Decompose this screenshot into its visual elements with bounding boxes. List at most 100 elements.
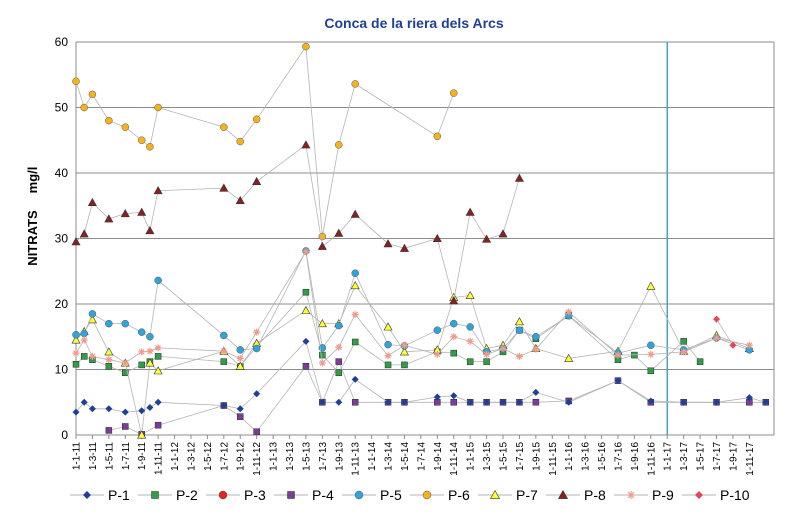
data-point-p-8 <box>449 296 459 305</box>
x-tick-label: 1-3-11 <box>88 442 99 471</box>
data-point-p-6 <box>433 132 442 141</box>
data-point-p-6 <box>252 115 261 124</box>
legend-item-p-5: P-5 <box>342 487 402 503</box>
legend-label: P-1 <box>108 487 130 503</box>
data-point-p-1 <box>236 405 244 413</box>
data-point-p-9 <box>88 352 96 360</box>
data-point-p-7 <box>465 290 475 299</box>
data-point-p-2 <box>335 369 343 377</box>
data-point-p-1 <box>220 402 228 410</box>
data-point-p-9 <box>220 347 228 355</box>
data-point-p-2 <box>450 349 457 357</box>
x-tick-label: 1-5-14 <box>400 442 411 471</box>
data-point-p-5 <box>335 321 343 330</box>
data-point-p-1 <box>680 398 688 406</box>
data-point-p-1 <box>384 398 392 406</box>
x-tick-label: 1-1-11 <box>72 442 83 471</box>
x-tick-label: 1-9-16 <box>630 442 641 471</box>
data-point-p-2 <box>302 288 310 296</box>
data-point-p-5 <box>433 326 442 334</box>
x-tick-label: 1-5-12 <box>203 442 214 471</box>
data-point-p-6 <box>335 141 343 149</box>
y-axis: 0 10 20 30 40 50 60 <box>55 35 69 442</box>
data-point-p-9 <box>400 341 408 349</box>
x-tick-label: 1-9-13 <box>334 442 345 471</box>
data-point-p-8 <box>334 228 344 237</box>
data-point-p-6 <box>318 232 327 241</box>
data-point-p-2 <box>351 338 359 346</box>
x-tick-label: 1-9-15 <box>531 442 542 471</box>
data-point-p-1 <box>483 398 491 406</box>
data-point-p-8 <box>383 239 393 248</box>
data-point-p-9 <box>146 347 154 355</box>
data-point-p-8 <box>120 208 130 218</box>
x-tick-label: 1-7-12 <box>219 442 230 471</box>
x-tick-label: 1-1-13 <box>269 442 280 471</box>
y-tick-label: 50 <box>55 101 69 115</box>
x-tick-label: 1-1-14 <box>367 442 378 471</box>
x-tick-label: 1-9-17 <box>728 442 739 471</box>
data-point-p-5 <box>449 319 458 328</box>
data-point-p-8 <box>71 237 81 246</box>
data-point-p-8 <box>87 197 97 206</box>
data-point-p-1 <box>302 337 310 345</box>
data-point-p-5 <box>88 310 97 318</box>
data-point-p-9 <box>532 345 540 353</box>
data-point-p-8 <box>145 226 155 235</box>
data-point-p-2 <box>696 358 704 365</box>
data-point-p-8 <box>153 186 163 195</box>
data-point-p-2 <box>647 367 655 375</box>
data-point-p-9 <box>713 334 721 342</box>
data-point-p-8 <box>465 207 475 216</box>
legend-marker <box>218 490 228 500</box>
legend-label: P-7 <box>516 487 538 503</box>
data-point-p-1 <box>318 398 326 406</box>
data-point-p-9 <box>335 343 343 351</box>
data-point-p-9 <box>745 341 753 349</box>
x-tick-label: 1-11-13 <box>351 442 362 476</box>
y-tick-label: 10 <box>55 363 69 377</box>
data-point-p-4 <box>236 413 244 420</box>
y-tick-label: 40 <box>55 166 69 180</box>
x-tick-label: 1-1-16 <box>564 442 575 471</box>
data-point-p-1 <box>466 398 474 406</box>
data-point-p-1 <box>253 390 261 398</box>
data-point-p-2 <box>384 361 392 369</box>
data-point-p-9 <box>450 333 458 341</box>
x-tick-label: 1-7-16 <box>613 442 624 471</box>
data-point-p-2 <box>138 361 145 369</box>
data-point-p-6 <box>236 137 244 146</box>
legend-label: P-5 <box>380 487 402 503</box>
data-point-p-1 <box>745 394 753 402</box>
legend-item-p-3: P-3 <box>206 487 266 503</box>
data-point-p-1 <box>72 408 80 416</box>
data-point-p-5 <box>252 344 261 353</box>
data-point-p-9 <box>72 349 80 357</box>
x-tick-label: 1-7-11 <box>121 442 132 471</box>
data-point-p-9 <box>384 352 392 360</box>
data-point-p-9 <box>351 310 359 318</box>
data-point-p-4 <box>105 427 113 434</box>
data-point-p-9 <box>80 336 88 344</box>
data-point-p-2 <box>220 358 228 365</box>
legend-label: P-8 <box>584 487 606 503</box>
data-point-p-1 <box>400 398 408 406</box>
data-point-p-5 <box>466 323 474 331</box>
data-point-p-1 <box>762 398 770 406</box>
series-p-8 <box>71 140 524 305</box>
data-point-p-8 <box>432 233 442 242</box>
data-point-p-1 <box>515 398 523 406</box>
y-tick-label: 60 <box>55 35 69 49</box>
series-p-7 <box>71 281 754 439</box>
x-tick-label: 1-1-15 <box>466 442 477 471</box>
data-point-p-1 <box>335 398 343 406</box>
data-point-p-7 <box>301 305 311 315</box>
data-point-p-9 <box>138 348 146 356</box>
data-point-p-9 <box>614 351 622 359</box>
y-axis-title: NITRATS <box>25 210 40 266</box>
data-point-p-8 <box>235 195 245 205</box>
legend-item-p-7: P-7 <box>478 487 538 503</box>
data-point-p-1 <box>499 398 507 406</box>
data-point-p-5 <box>80 329 88 338</box>
